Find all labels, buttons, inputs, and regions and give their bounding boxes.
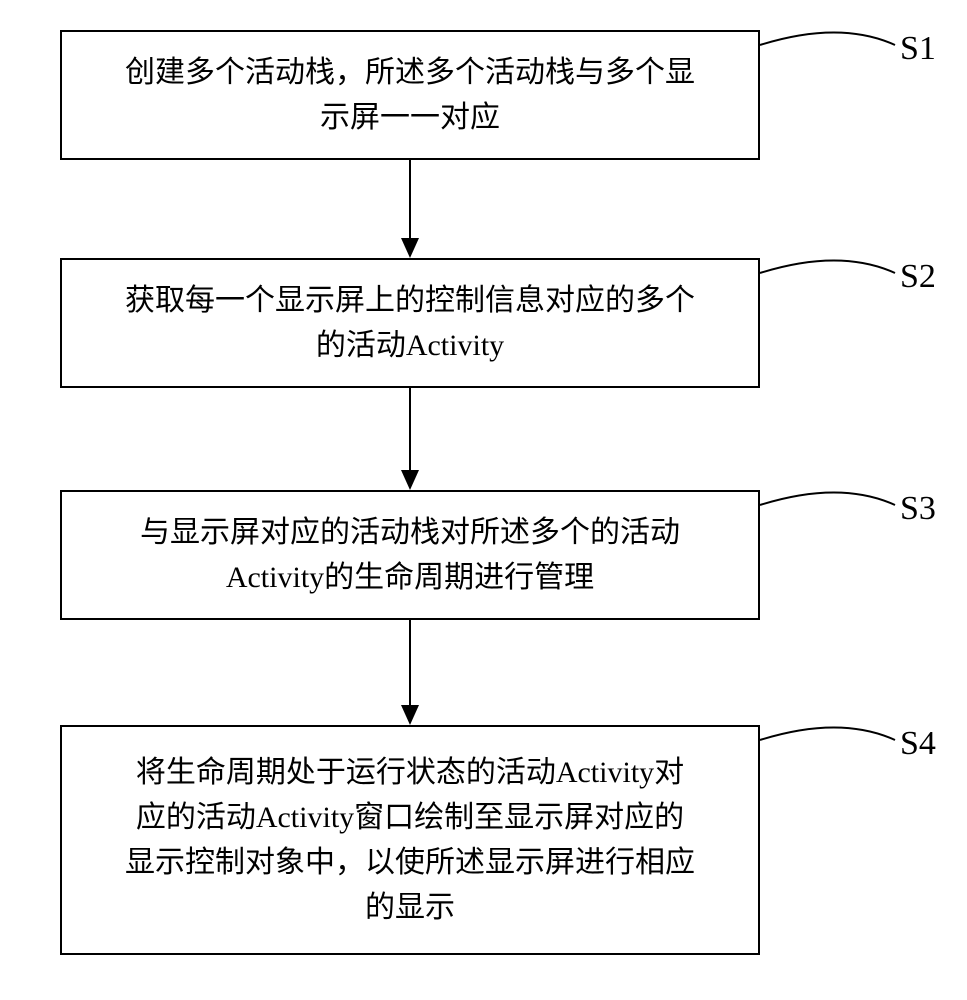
step-box-s3: 与显示屏对应的活动栈对所述多个的活动 Activity的生命周期进行管理 (60, 490, 760, 620)
step-label-s4: S4 (900, 725, 936, 763)
step-label-s3: S3 (900, 490, 936, 528)
step-box-s2: 获取每一个显示屏上的控制信息对应的多个 的活动Activity (60, 258, 760, 388)
step-text-s4: 将生命周期处于运行状态的活动Activity对 应的活动Activity窗口绘制… (125, 750, 695, 930)
step-text-s3: 与显示屏对应的活动栈对所述多个的活动 Activity的生命周期进行管理 (140, 510, 680, 600)
step-box-s4: 将生命周期处于运行状态的活动Activity对 应的活动Activity窗口绘制… (60, 725, 760, 955)
step-box-s1: 创建多个活动栈，所述多个活动栈与多个显 示屏一一对应 (60, 30, 760, 160)
step-text-s2: 获取每一个显示屏上的控制信息对应的多个 的活动Activity (125, 278, 695, 368)
flowchart-canvas: 创建多个活动栈，所述多个活动栈与多个显 示屏一一对应 S1 获取每一个显示屏上的控制… (0, 0, 967, 1000)
step-text-s1: 创建多个活动栈，所述多个活动栈与多个显 示屏一一对应 (125, 50, 695, 140)
step-label-s1: S1 (900, 30, 936, 68)
step-label-s2: S2 (900, 258, 936, 296)
